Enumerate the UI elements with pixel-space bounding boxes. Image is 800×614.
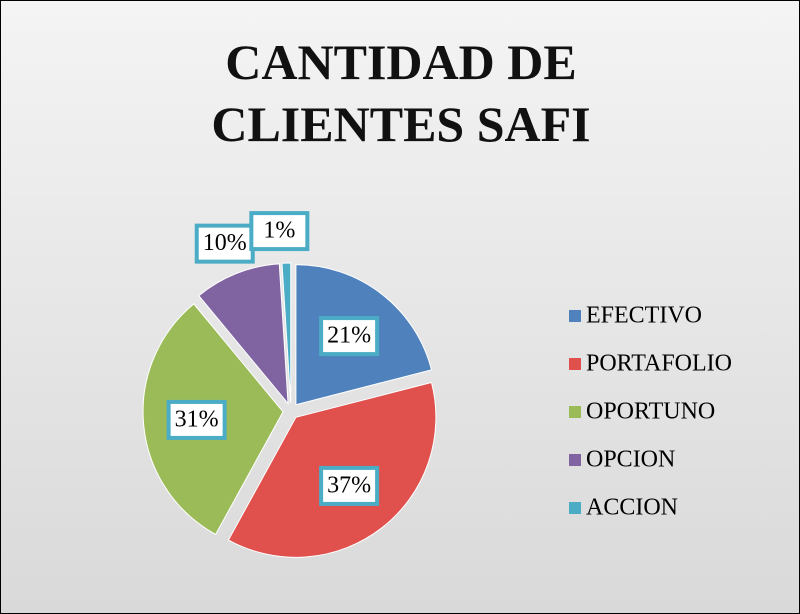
data-label: 37% xyxy=(327,472,371,498)
data-label: 1% xyxy=(263,218,295,244)
data-label-box xyxy=(319,316,380,357)
legend-label: OPORTUNO xyxy=(586,399,715,425)
legend-label: EFECTIVO xyxy=(586,303,702,329)
legend-label: ACCION xyxy=(586,495,678,521)
data-label: 31% xyxy=(175,406,219,432)
legend-label: PORTAFOLIO xyxy=(586,351,732,377)
legend-swatch xyxy=(569,454,581,466)
data-label-box xyxy=(194,223,255,264)
data-label: 10% xyxy=(203,230,247,256)
legend-label: OPCION xyxy=(586,447,675,473)
data-label-box xyxy=(249,211,310,252)
data-label-box xyxy=(319,465,380,506)
legend-swatch xyxy=(569,406,581,418)
pie-slice xyxy=(198,263,289,406)
chart-title: CANTIDAD DE CLIENTES SAFI xyxy=(211,34,591,152)
legend-swatch xyxy=(569,358,581,370)
data-label-box xyxy=(166,399,227,440)
legend-swatch xyxy=(569,502,581,514)
pie-slice xyxy=(281,262,292,404)
legend-swatch xyxy=(569,310,581,322)
data-label: 21% xyxy=(327,323,371,349)
